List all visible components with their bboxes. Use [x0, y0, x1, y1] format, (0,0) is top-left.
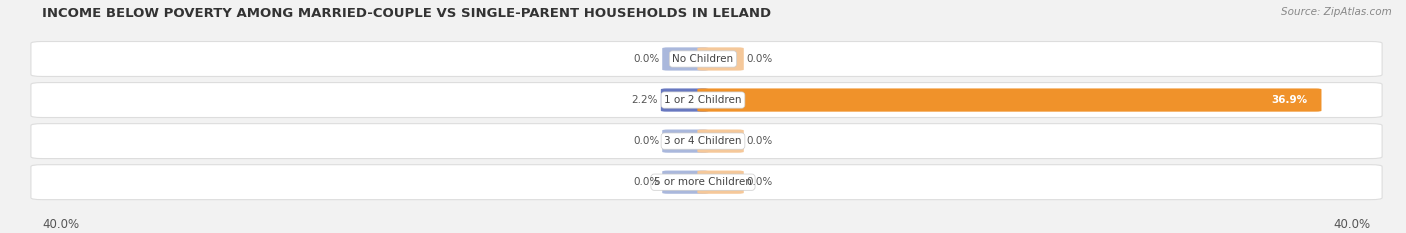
FancyBboxPatch shape: [697, 47, 744, 71]
Text: No Children: No Children: [672, 54, 734, 64]
Text: 0.0%: 0.0%: [633, 136, 659, 146]
Text: 36.9%: 36.9%: [1271, 95, 1308, 105]
FancyBboxPatch shape: [662, 130, 709, 153]
Text: 2.2%: 2.2%: [631, 95, 658, 105]
FancyBboxPatch shape: [697, 130, 744, 153]
FancyBboxPatch shape: [697, 89, 1322, 112]
Text: 0.0%: 0.0%: [747, 177, 773, 187]
Text: 0.0%: 0.0%: [747, 54, 773, 64]
Text: 0.0%: 0.0%: [747, 136, 773, 146]
FancyBboxPatch shape: [697, 171, 744, 194]
Text: Source: ZipAtlas.com: Source: ZipAtlas.com: [1281, 7, 1392, 17]
Text: 1 or 2 Children: 1 or 2 Children: [664, 95, 742, 105]
FancyBboxPatch shape: [662, 171, 709, 194]
FancyBboxPatch shape: [31, 41, 1382, 76]
FancyBboxPatch shape: [662, 47, 709, 71]
Text: 3 or 4 Children: 3 or 4 Children: [664, 136, 742, 146]
Text: INCOME BELOW POVERTY AMONG MARRIED-COUPLE VS SINGLE-PARENT HOUSEHOLDS IN LELAND: INCOME BELOW POVERTY AMONG MARRIED-COUPL…: [42, 7, 772, 20]
Text: 0.0%: 0.0%: [633, 177, 659, 187]
FancyBboxPatch shape: [31, 124, 1382, 159]
Text: 5 or more Children: 5 or more Children: [654, 177, 752, 187]
Text: 0.0%: 0.0%: [633, 54, 659, 64]
FancyBboxPatch shape: [661, 89, 709, 112]
Text: 40.0%: 40.0%: [42, 218, 79, 231]
Text: 40.0%: 40.0%: [1334, 218, 1371, 231]
FancyBboxPatch shape: [31, 82, 1382, 117]
FancyBboxPatch shape: [31, 165, 1382, 200]
